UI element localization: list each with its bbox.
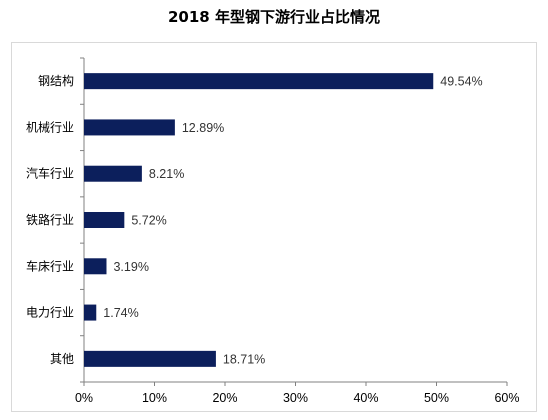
category-label: 汽车行业 (26, 166, 74, 181)
category-label: 机械行业 (26, 119, 74, 134)
x-tick-label: 10% (142, 391, 167, 405)
bar (84, 350, 216, 367)
bar (84, 119, 175, 136)
data-label: 12.89% (182, 121, 224, 135)
x-tick-label: 0% (75, 391, 93, 405)
bar (84, 212, 125, 228)
data-label: 49.54% (440, 75, 482, 89)
x-tick-label: 30% (283, 391, 308, 405)
data-label: 18.71% (223, 352, 265, 366)
chart-bars (84, 73, 434, 367)
data-label: 5.72% (131, 214, 166, 228)
value-labels: 49.54% 12.89% 8.21% 5.72% 3.19% 1.74% 18.71% (103, 75, 482, 367)
bar (84, 73, 434, 90)
chart-title: 2018 年型钢下游行业占比情况 (168, 8, 380, 26)
category-label: 铁路行业 (26, 212, 74, 227)
bar (84, 304, 97, 321)
category-label: 其他 (50, 352, 74, 366)
data-label: 1.74% (103, 306, 138, 320)
chart-frame (11, 42, 537, 412)
x-tick-label: 60% (494, 391, 519, 405)
x-tick-labels: 0% 10% 20% 30% 40% 50% 60% (75, 391, 520, 405)
x-tick-label: 50% (424, 391, 449, 405)
data-label: 8.21% (149, 167, 184, 181)
category-label: 电力行业 (26, 306, 74, 320)
bar (84, 165, 142, 182)
bar (84, 258, 107, 275)
category-label: 钢结构 (38, 73, 74, 88)
category-label: 车床行业 (26, 258, 74, 273)
x-tick-label: 20% (212, 391, 237, 405)
x-tick-label: 40% (353, 391, 378, 405)
data-label: 3.19% (113, 260, 148, 274)
